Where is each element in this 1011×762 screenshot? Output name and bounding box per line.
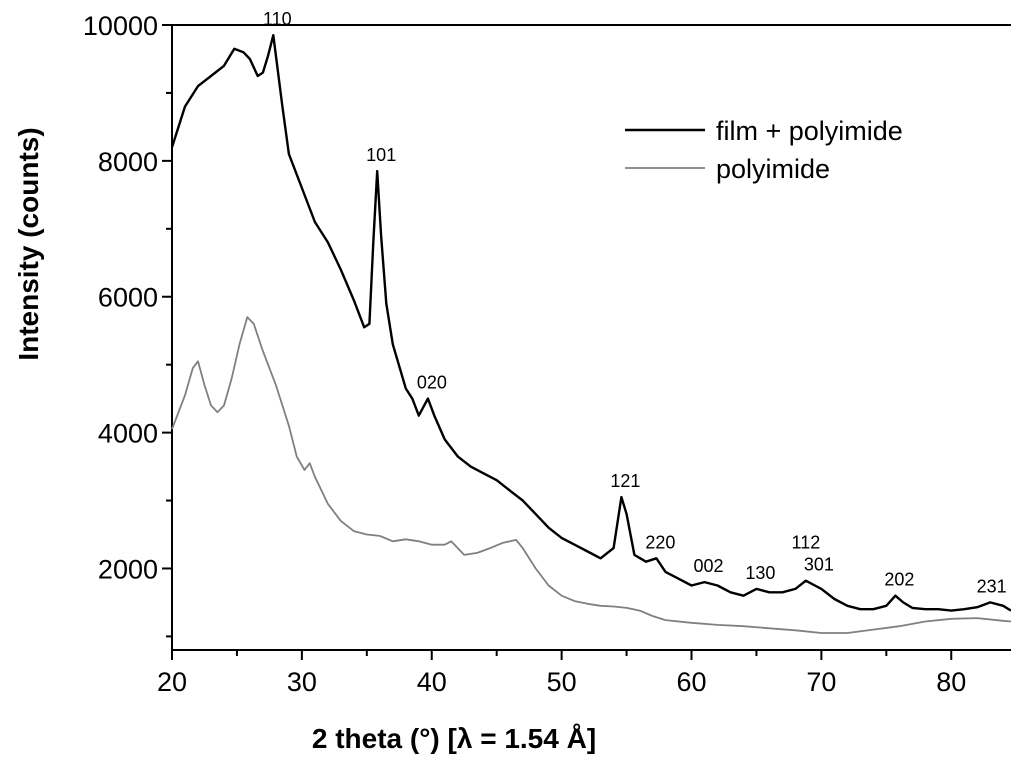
peak-label-121: 121 xyxy=(610,471,640,491)
peak-label-101: 101 xyxy=(366,145,396,165)
axes: 20 30 40 50 60 70 80 2000 4000 6000 8000 10000 xyxy=(83,11,1011,697)
series-layer xyxy=(170,34,1011,634)
x-axis-title: 2 theta (°) [λ = 1.54 Å] xyxy=(312,723,596,754)
peak-label-130: 130 xyxy=(745,563,775,583)
y-tick-label: 8000 xyxy=(98,147,158,177)
peak-label-110: 110 xyxy=(263,9,292,29)
x-tick-label: 20 xyxy=(157,667,187,697)
x-tick-label: 30 xyxy=(287,667,317,697)
peak-label-002: 002 xyxy=(693,556,723,576)
peak-label-202: 202 xyxy=(884,570,914,590)
y-tick-label: 6000 xyxy=(98,283,158,313)
peak-annotations: 110 101 020 121 220 002 130 112 301 202 231 xyxy=(263,9,1007,596)
x-tick-label: 80 xyxy=(936,667,966,697)
legend-label: film + polyimide xyxy=(716,116,903,146)
peak-label-020: 020 xyxy=(417,373,447,393)
series-line-film-polyimide xyxy=(170,34,1011,612)
legend: film + polyimide polyimide xyxy=(625,116,903,184)
peak-label-231: 231 xyxy=(977,576,1007,596)
x-tick-label: 40 xyxy=(417,667,447,697)
series-line-polyimide xyxy=(171,316,1011,634)
x-tick-label: 50 xyxy=(547,667,577,697)
legend-label: polyimide xyxy=(716,154,830,184)
peak-label-220: 220 xyxy=(645,532,675,552)
y-tick-label: 4000 xyxy=(98,419,158,449)
y-axis-title: Intensity (counts) xyxy=(13,127,44,360)
x-tick-label: 70 xyxy=(806,667,836,697)
x-tick-label: 60 xyxy=(676,667,706,697)
y-tick-label: 10000 xyxy=(83,11,158,41)
peak-label-112: 112 xyxy=(792,532,821,552)
y-tick-label: 2000 xyxy=(98,554,158,584)
peak-label-301: 301 xyxy=(804,555,834,575)
